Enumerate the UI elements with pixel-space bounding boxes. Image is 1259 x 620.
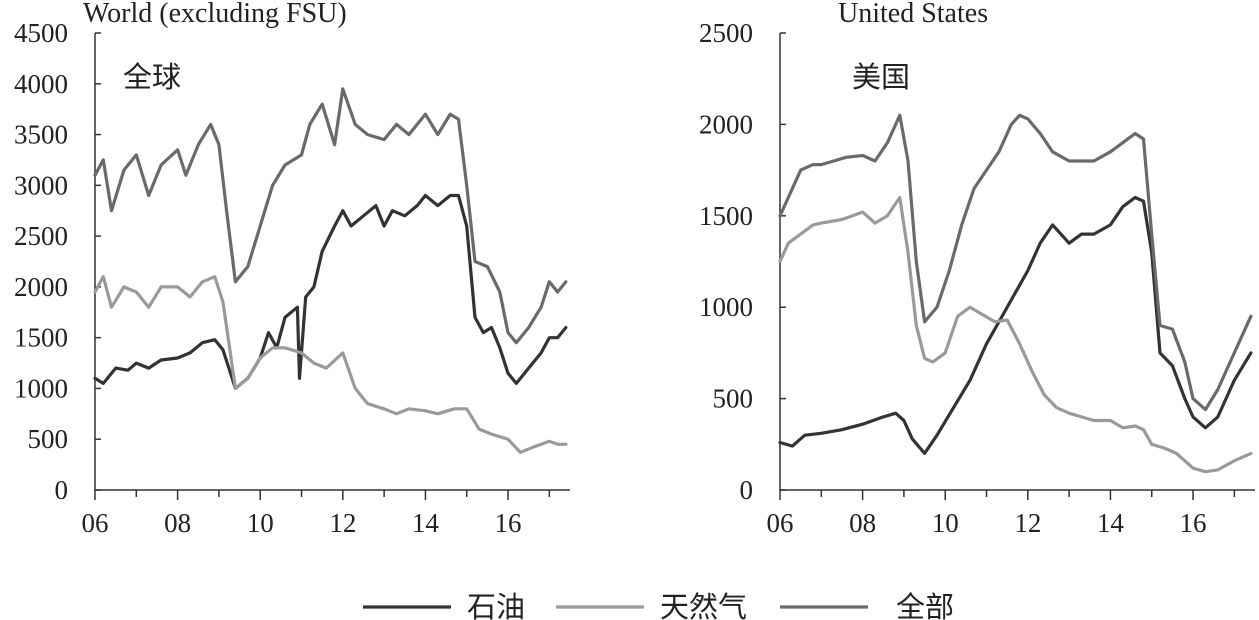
y-tick-label: 1000 xyxy=(699,292,753,322)
world-subtitle: 全球 xyxy=(123,60,181,94)
legend-label-gas: 天然气 xyxy=(660,590,747,620)
x-tick-label: 14 xyxy=(412,508,440,538)
y-tick-label: 1000 xyxy=(14,373,68,403)
series-line-gas xyxy=(778,195,1253,474)
x-tick-label: 08 xyxy=(164,508,191,538)
world-title: World (excluding FSU) xyxy=(83,0,347,29)
series-line-total xyxy=(93,87,568,345)
y-tick-label: 0 xyxy=(740,475,754,505)
us-subtitle: 美国 xyxy=(852,60,910,94)
x-tick-label: 10 xyxy=(932,508,959,538)
x-tick-label: 12 xyxy=(1014,508,1041,538)
x-tick-label: 06 xyxy=(82,508,109,538)
series-line-oil xyxy=(93,193,568,390)
y-tick-label: 2500 xyxy=(14,221,68,251)
x-tick-label: 08 xyxy=(849,508,876,538)
world-panel: World (excluding FSU) 全球 0 500 1000 1500 200… xyxy=(14,0,570,538)
series-line-gas xyxy=(93,275,568,454)
legend-label-total: 全部 xyxy=(896,590,954,620)
y-tick-label: 500 xyxy=(713,384,754,414)
x-tick-label: 14 xyxy=(1097,508,1125,538)
y-tick-label: 0 xyxy=(55,475,69,505)
x-tick-label: 10 xyxy=(247,508,274,538)
us-panel: United States 美国 0 500 1000 1500 2000 2500 06 0… xyxy=(699,0,1255,538)
us-title: United States xyxy=(838,0,988,29)
y-tick-label: 1500 xyxy=(14,323,68,353)
series-line-total xyxy=(778,113,1253,412)
y-tick-label: 500 xyxy=(28,424,69,454)
x-tick-label: 16 xyxy=(495,508,522,538)
legend: 石油 天然气 全部 xyxy=(363,590,954,620)
y-tick-label: 3000 xyxy=(14,170,68,200)
x-tick-label: 16 xyxy=(1180,508,1207,538)
x-tick-label: 12 xyxy=(329,508,356,538)
y-tick-label: 1500 xyxy=(699,201,753,231)
y-tick-label: 2000 xyxy=(699,109,753,139)
y-tick-label: 2500 xyxy=(699,18,753,48)
y-tick-label: 4000 xyxy=(14,69,68,99)
y-tick-label: 3500 xyxy=(14,120,68,150)
series-line-oil xyxy=(778,195,1253,455)
x-tick-label: 06 xyxy=(767,508,794,538)
legend-label-oil: 石油 xyxy=(467,590,525,620)
y-tick-label: 4500 xyxy=(14,18,68,48)
y-tick-label: 2000 xyxy=(14,272,68,302)
